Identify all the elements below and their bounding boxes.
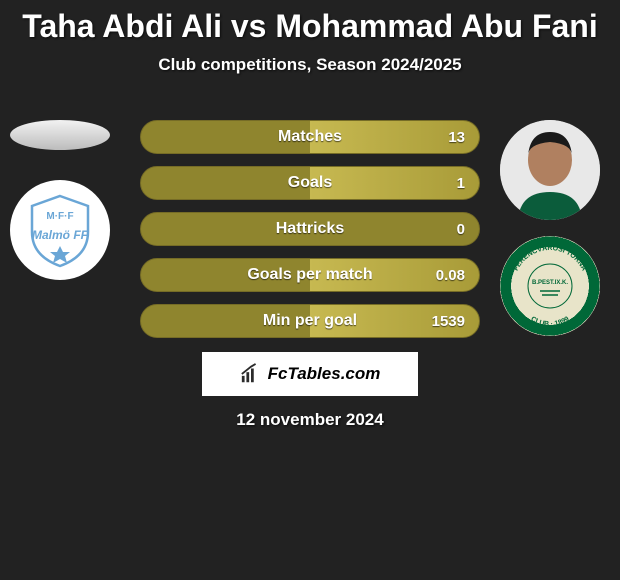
svg-text:CLUB · 1899: CLUB · 1899 (530, 316, 571, 328)
player-photo-left (10, 120, 110, 150)
stat-value-right: 0 (457, 221, 465, 238)
stat-bar: Matches 13 (140, 120, 480, 154)
date-text: 12 november 2024 (0, 410, 620, 430)
brand-box: FcTables.com (202, 352, 418, 396)
svg-text:B.PEST.IX.K.: B.PEST.IX.K. (532, 280, 568, 286)
chart-icon (240, 363, 262, 385)
svg-text:M·F·F: M·F·F (46, 211, 73, 222)
stat-value-right: 13 (448, 129, 465, 146)
left-column: M·F·F Malmö FF (10, 120, 110, 280)
right-column: FERENCVÁROSI TORNA CLUB · 1899 B.PEST.IX… (500, 120, 610, 336)
stat-label: Min per goal (263, 312, 357, 330)
stat-label: Goals (288, 174, 332, 192)
stat-bar: Min per goal 1539 (140, 304, 480, 338)
stat-bar: Goals 1 (140, 166, 480, 200)
club-badge-left: M·F·F Malmö FF (10, 180, 110, 280)
svg-text:Malmö FF: Malmö FF (32, 228, 89, 242)
stats-bars: Matches 13 Goals 1 Hattricks 0 Goals per match… (140, 120, 480, 350)
brand-text: FcTables.com (268, 364, 381, 384)
stat-label: Goals per match (247, 266, 372, 284)
club-badge-right: FERENCVÁROSI TORNA CLUB · 1899 B.PEST.IX… (500, 236, 600, 336)
page-title: Taha Abdi Ali vs Mohammad Abu Fani (0, 0, 620, 45)
stat-value-right: 0.08 (436, 267, 465, 284)
stat-bar: Hattricks 0 (140, 212, 480, 246)
stat-value-right: 1539 (432, 313, 465, 330)
stat-label: Matches (278, 128, 342, 146)
subtitle: Club competitions, Season 2024/2025 (0, 55, 620, 75)
stat-bar: Goals per match 0.08 (140, 258, 480, 292)
stat-label: Hattricks (276, 220, 344, 238)
player-photo-right (500, 120, 600, 220)
ferencvaros-badge-icon: FERENCVÁROSI TORNA CLUB · 1899 B.PEST.IX… (500, 236, 600, 336)
player-silhouette-icon (500, 120, 600, 220)
malmo-badge-icon: M·F·F Malmö FF (20, 190, 100, 270)
stat-value-right: 1 (457, 175, 465, 192)
